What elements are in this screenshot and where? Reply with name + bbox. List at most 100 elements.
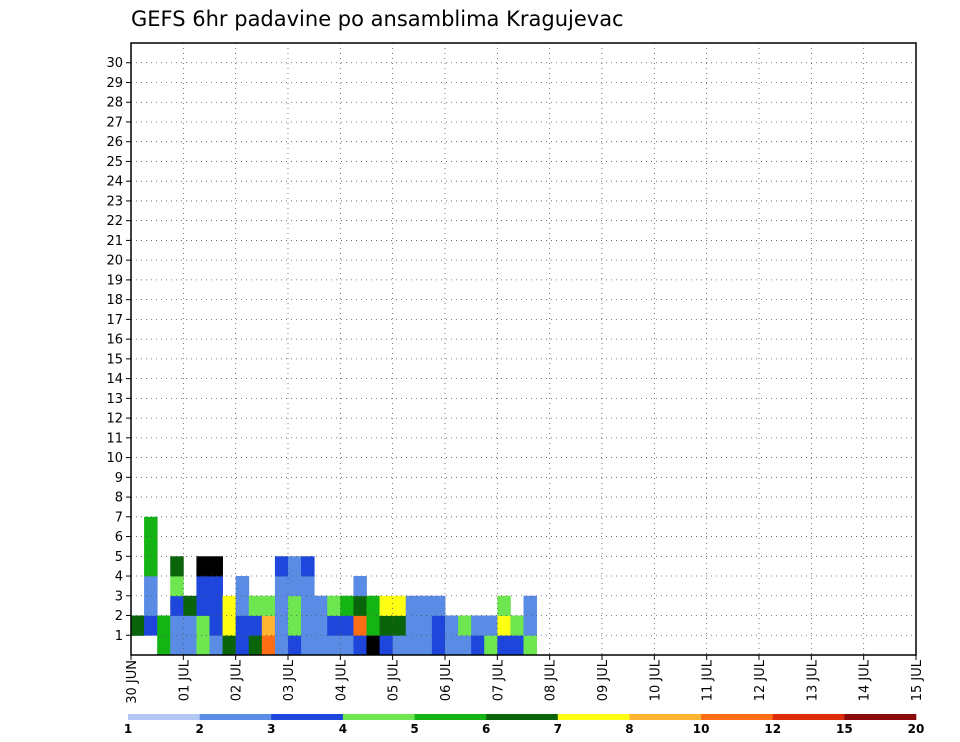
x-tick-label: 09 JUL bbox=[596, 659, 611, 701]
y-tick-label: 23 bbox=[106, 194, 123, 209]
heatmap-cell bbox=[366, 595, 380, 616]
grid-lines bbox=[131, 43, 916, 655]
colorbar-label: 20 bbox=[908, 722, 925, 736]
heatmap-cell bbox=[261, 615, 276, 636]
x-tick-label: 02 JUL bbox=[230, 659, 245, 701]
y-tick-label: 3 bbox=[115, 589, 123, 604]
heatmap-cell bbox=[196, 615, 210, 636]
colorbar-swatch bbox=[629, 714, 702, 720]
heatmap-cell bbox=[196, 635, 210, 656]
y-tick-label: 2 bbox=[115, 609, 123, 624]
heatmap-cell bbox=[144, 595, 158, 616]
heatmap-cell bbox=[471, 635, 485, 656]
heatmap-cell bbox=[301, 576, 315, 597]
heatmap-cell bbox=[379, 635, 394, 656]
heatmap-cell bbox=[314, 635, 328, 656]
heatmap-cell bbox=[131, 615, 145, 636]
heatmap-cell bbox=[431, 615, 446, 636]
heatmap-cell bbox=[497, 595, 511, 616]
heatmap-cell bbox=[144, 516, 158, 537]
y-tick-label: 19 bbox=[106, 273, 123, 288]
heatmap-cell bbox=[523, 615, 537, 636]
heatmap-cell bbox=[392, 615, 407, 636]
colorbar: 1 2 3 4 5 6 7 8 10 12 15 20 bbox=[124, 714, 925, 736]
heatmap-cell bbox=[327, 595, 341, 616]
y-tick-label: 14 bbox=[106, 372, 123, 387]
y-tick-label: 11 bbox=[106, 431, 123, 446]
heatmap-cell bbox=[497, 615, 511, 636]
x-tick-label: 15 JUL bbox=[910, 659, 925, 701]
heatmap-cell bbox=[222, 595, 237, 616]
x-tick-label: 01 JUL bbox=[177, 659, 192, 701]
heatmap-cell bbox=[523, 635, 537, 656]
heatmap-cell bbox=[418, 595, 433, 616]
colorbar-label: 2 bbox=[195, 722, 203, 736]
colorbar-label: 4 bbox=[339, 722, 347, 736]
heatmap-cell bbox=[510, 635, 524, 656]
y-tick-label: 12 bbox=[106, 412, 123, 427]
y-tick-label: 24 bbox=[106, 175, 123, 190]
heatmap-cell bbox=[274, 576, 289, 597]
heatmap-cell bbox=[209, 595, 223, 616]
heatmap-cell bbox=[144, 576, 158, 597]
heatmap-cell bbox=[353, 595, 367, 616]
y-tick-label: 22 bbox=[106, 214, 123, 229]
heatmap-cell bbox=[510, 615, 524, 636]
colorbar-swatch bbox=[844, 714, 917, 720]
heatmap-cell bbox=[431, 595, 446, 616]
heatmap-cell bbox=[144, 536, 158, 557]
heatmap-cell bbox=[314, 615, 328, 636]
y-tick-label: 9 bbox=[115, 471, 123, 486]
y-tick-label: 29 bbox=[106, 76, 123, 91]
heatmap-cell bbox=[235, 595, 250, 616]
y-tick-label: 20 bbox=[106, 254, 123, 269]
heatmap-cell bbox=[418, 635, 433, 656]
colorbar-label: 7 bbox=[554, 722, 562, 736]
heatmap-cell bbox=[170, 576, 184, 597]
heatmap-cell bbox=[170, 595, 184, 616]
y-tick-label: 16 bbox=[106, 333, 123, 348]
heatmap-cell bbox=[340, 635, 354, 656]
x-axis: 30 JUN 01 JUL 02 JUL 03 JUL 04 JUL 05 JUL 06 J… bbox=[125, 655, 925, 704]
heatmap-cell bbox=[144, 615, 158, 636]
heatmap-cell bbox=[235, 635, 250, 656]
heatmap-cell bbox=[183, 635, 197, 656]
heatmap-cell bbox=[353, 576, 367, 597]
heatmap-cell bbox=[327, 615, 341, 636]
colorbar-label: 12 bbox=[764, 722, 781, 736]
heatmap-cell bbox=[170, 556, 184, 577]
chart-title: GEFS 6hr padavine po ansamblima Kragujev… bbox=[131, 7, 624, 31]
x-tick-label: 06 JUL bbox=[439, 659, 454, 701]
heatmap-cell bbox=[196, 576, 210, 597]
heatmap-cell bbox=[484, 635, 498, 656]
heatmap-cell bbox=[209, 635, 223, 656]
colorbar-swatch bbox=[128, 714, 200, 720]
heatmap-cell bbox=[366, 635, 380, 656]
y-tick-label: 28 bbox=[106, 96, 123, 111]
heatmap-cell bbox=[288, 635, 302, 656]
colorbar-swatch bbox=[557, 714, 630, 720]
heatmap-cell bbox=[261, 635, 276, 656]
colorbar-swatch bbox=[701, 714, 774, 720]
x-tick-label: 07 JUL bbox=[491, 659, 506, 701]
heatmap-cell bbox=[183, 615, 197, 636]
x-tick-label: 11 JUL bbox=[701, 659, 716, 701]
heatmap-cell bbox=[379, 615, 394, 636]
heatmap-cell bbox=[196, 595, 210, 616]
y-tick-label: 13 bbox=[106, 392, 123, 407]
x-tick-label: 08 JUL bbox=[544, 659, 559, 701]
y-tick-label: 5 bbox=[115, 550, 123, 565]
y-tick-label: 17 bbox=[106, 313, 123, 328]
y-tick-label: 27 bbox=[106, 115, 123, 130]
heatmap-cell bbox=[288, 615, 302, 636]
heatmap-cell bbox=[340, 595, 354, 616]
heatmap-cell bbox=[288, 576, 302, 597]
y-tick-label: 21 bbox=[106, 234, 123, 249]
x-tick-label: 12 JUL bbox=[753, 659, 768, 701]
y-tick-label: 18 bbox=[106, 293, 123, 308]
heatmap-cell bbox=[445, 615, 459, 636]
heatmap-cell bbox=[458, 615, 472, 636]
heatmap-cell bbox=[248, 635, 263, 656]
heatmap-cell bbox=[405, 635, 420, 656]
